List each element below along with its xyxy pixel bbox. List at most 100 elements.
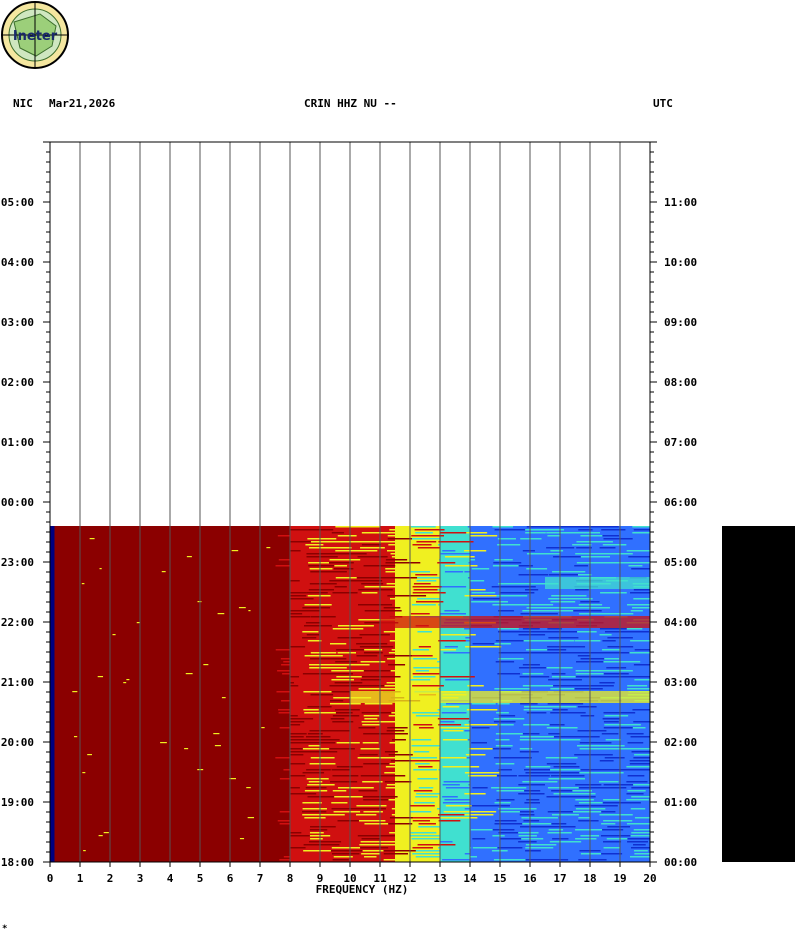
spectral-texture (417, 631, 432, 633)
spectral-texture (603, 847, 621, 849)
spectral-texture (520, 613, 558, 615)
spectral-texture (520, 604, 554, 606)
spectral-texture (356, 643, 388, 645)
spectral-texture (575, 784, 602, 786)
spectral-texture (578, 859, 607, 861)
spectral-texture (389, 721, 421, 723)
spectral-texture (306, 769, 331, 771)
spectral-texture (416, 793, 449, 795)
spectral-texture (275, 757, 297, 759)
spectral-texture (499, 592, 535, 594)
spectral-texture (304, 604, 332, 606)
spectral-texture (308, 562, 341, 564)
spectral-texture (363, 733, 401, 735)
spectral-speck (229, 778, 236, 780)
spectral-texture (307, 595, 331, 597)
spectral-texture (384, 685, 420, 687)
spectral-texture (280, 835, 314, 837)
spectral-texture (604, 526, 619, 528)
spectral-texture (578, 802, 615, 804)
spectral-texture (412, 673, 450, 675)
spectral-speck (186, 556, 192, 558)
spectral-texture (309, 568, 333, 570)
spectral-texture (602, 802, 641, 804)
spectral-texture (391, 649, 410, 651)
spectral-texture (331, 553, 367, 555)
spectral-texture (412, 655, 433, 657)
spectral-texture (549, 841, 582, 843)
freq-tick-label: 16 (523, 872, 537, 885)
spectral-texture (309, 667, 347, 669)
spectral-texture (412, 685, 444, 687)
spectral-texture (604, 715, 629, 717)
spectral-texture (464, 571, 501, 573)
freq-tick-label: 8 (287, 872, 294, 885)
spectral-texture (468, 718, 498, 720)
spectral-texture (470, 580, 485, 582)
spectral-texture (604, 757, 625, 759)
spectral-texture (599, 814, 633, 816)
spectral-texture (550, 652, 582, 654)
spectral-texture (332, 790, 347, 792)
spectral-texture (547, 787, 582, 789)
spectral-texture (580, 769, 605, 771)
spectral-texture (631, 832, 650, 834)
spectral-texture (417, 577, 445, 579)
spectral-texture (518, 832, 539, 834)
spectral-texture (633, 529, 650, 531)
freq-tick-label: 19 (613, 872, 626, 885)
spectral-texture (438, 847, 472, 849)
spectral-texture (630, 736, 650, 738)
spectral-texture (498, 769, 512, 771)
spectral-texture (441, 586, 467, 588)
spectral-texture (521, 838, 544, 840)
spectral-texture (332, 775, 359, 777)
spectral-texture (495, 739, 510, 741)
spectral-speck (261, 727, 265, 729)
spectral-texture (332, 592, 358, 594)
spectral-texture (553, 631, 584, 633)
spectral-texture (437, 562, 456, 564)
spectral-texture (442, 706, 460, 708)
spectral-texture (388, 664, 406, 666)
spectral-texture (361, 592, 378, 594)
spectral-texture (464, 781, 493, 783)
spectral-texture (280, 616, 311, 618)
spectral-texture (465, 646, 502, 648)
spectral-texture (551, 790, 588, 792)
spectral-texture (362, 742, 379, 744)
spectral-texture (577, 796, 596, 798)
freq-tick-label: 3 (137, 872, 144, 885)
spectral-texture (386, 784, 406, 786)
spectral-texture (550, 550, 564, 552)
spectral-texture (550, 769, 583, 771)
spectral-event (545, 577, 650, 589)
spectral-texture (387, 775, 406, 777)
spectral-texture (519, 748, 533, 750)
spectral-texture (518, 667, 546, 669)
spectral-texture (553, 772, 590, 774)
spectral-texture (547, 610, 586, 612)
spectral-texture (444, 646, 458, 648)
spectral-texture (283, 736, 304, 738)
spectral-texture (521, 817, 558, 819)
spectral-texture (361, 532, 393, 534)
spectral-texture (439, 532, 471, 534)
spectral-texture (277, 820, 296, 822)
spectral-texture (332, 859, 349, 861)
spectral-texture (280, 658, 310, 660)
spectral-texture (520, 826, 554, 828)
spectral-texture (304, 790, 328, 792)
spectral-texture (440, 721, 455, 723)
spectral-texture (634, 817, 650, 819)
spectral-texture (551, 823, 567, 825)
logo-text: Ineter (13, 29, 58, 44)
spectral-texture (283, 661, 299, 663)
spectral-speck (217, 613, 225, 615)
spectral-texture (389, 742, 409, 744)
spectral-texture (525, 529, 565, 531)
spectral-texture (337, 652, 356, 654)
spectral-texture (631, 787, 650, 789)
spectral-texture (440, 757, 474, 759)
spectral-texture (630, 808, 646, 810)
